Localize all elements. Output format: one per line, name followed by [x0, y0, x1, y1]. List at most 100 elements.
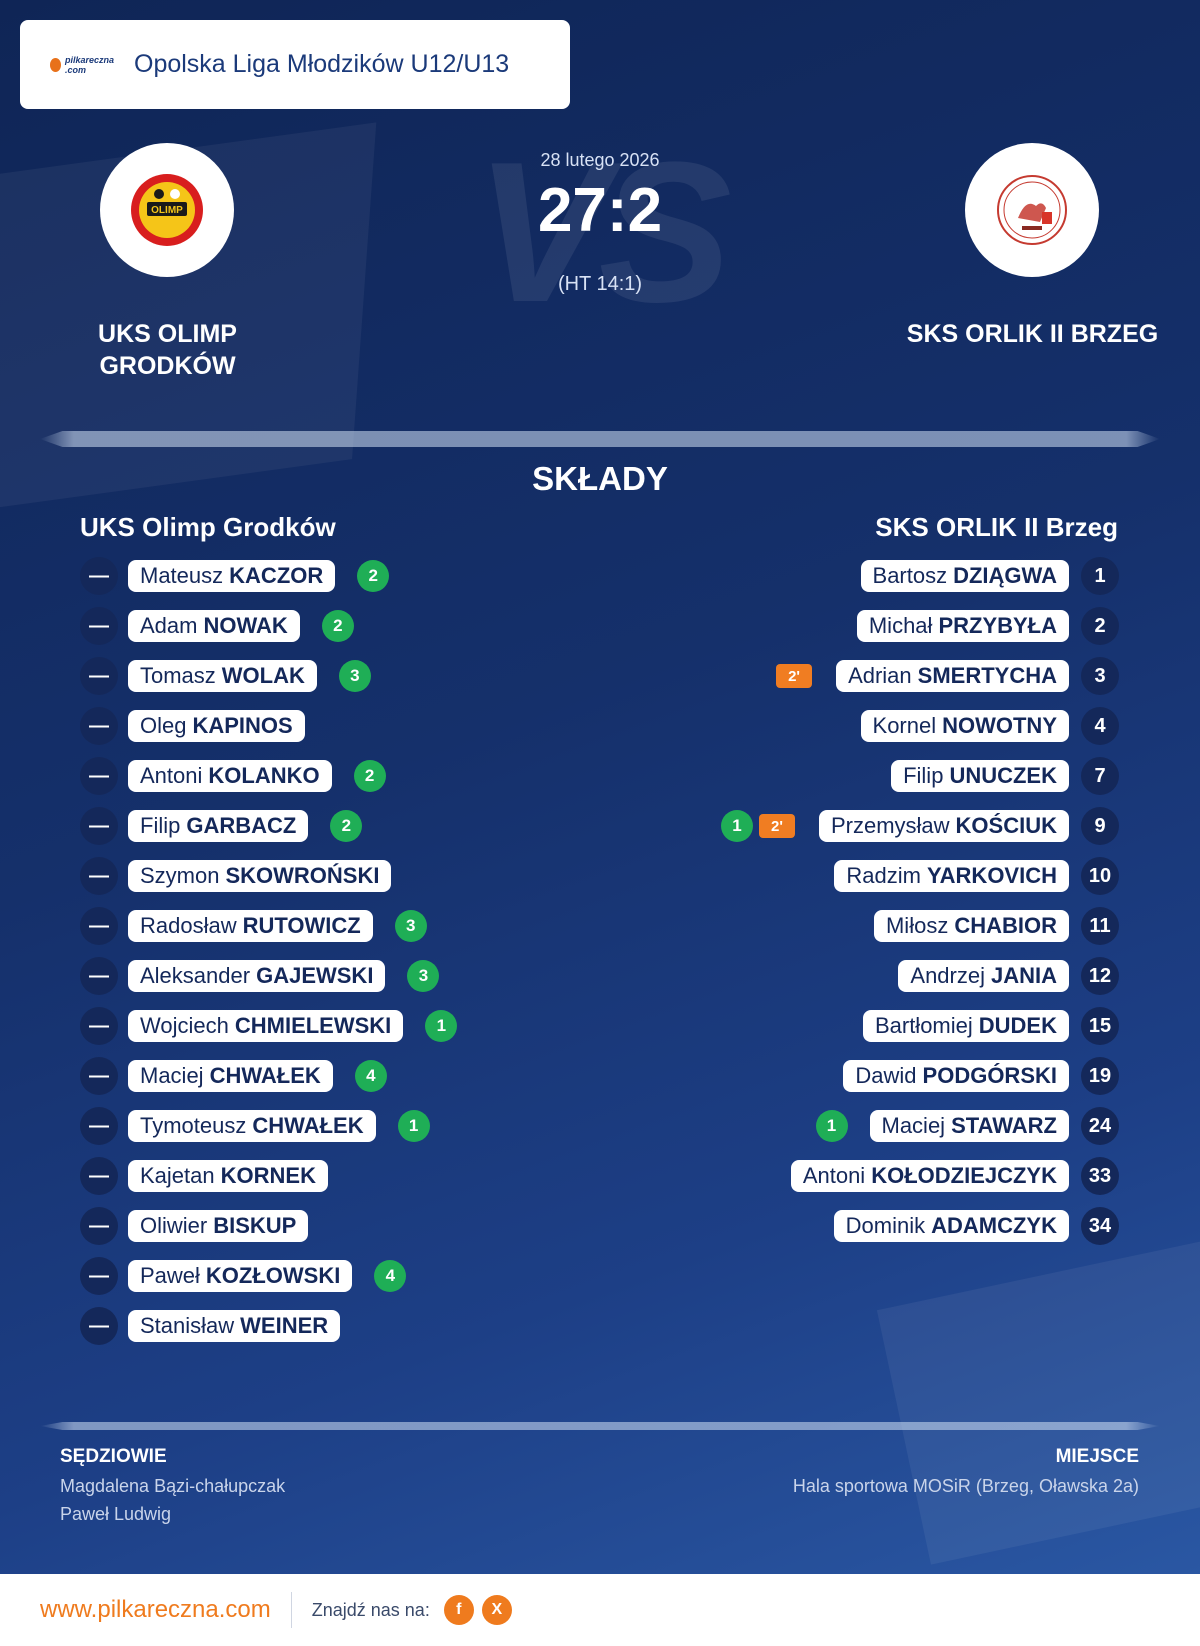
player-name: Mateusz KACZOR	[128, 560, 336, 592]
svg-text:OLIMP: OLIMP	[151, 205, 183, 216]
player-name: Paweł KOZŁOWSKI	[128, 1260, 353, 1292]
player-number: 1	[1081, 557, 1119, 595]
player-last-name: CHWAŁEK	[252, 1113, 364, 1138]
away-player-row: Dominik ADAMCZYK 34	[833, 1206, 1119, 1246]
player-name: Dawid PODGÓRSKI	[843, 1060, 1069, 1092]
referee-name: Magdalena Bązi-chałupczak	[60, 1476, 286, 1496]
venue-text: Hala sportowa MOSiR (Brzeg, Oławska 2a)	[792, 1476, 1139, 1496]
player-number: —	[80, 557, 118, 595]
player-first-name: Dominik	[845, 1213, 926, 1238]
away-player-row: Radzim YARKOVICH 10	[834, 856, 1119, 896]
player-number: —	[80, 1157, 118, 1195]
player-name: Tomasz WOLAK	[128, 660, 317, 692]
player-first-name: Filip	[140, 813, 181, 838]
player-last-name: GAJEWSKI	[256, 963, 374, 988]
player-last-name: GARBACZ	[186, 813, 297, 838]
player-name: Oleg KAPINOS	[128, 710, 305, 742]
player-first-name: Stanisław	[140, 1313, 235, 1338]
player-first-name: Tomasz	[140, 663, 216, 688]
player-name: Kornel NOWOTNY	[860, 710, 1069, 742]
brand-logo-text: pilkareczna .com	[65, 54, 115, 75]
away-player-row: Antoni KOŁODZIEJCZYK 33	[790, 1156, 1119, 1196]
player-last-name: NOWAK	[203, 613, 288, 638]
home-player-row: — Adam NOWAK 2	[80, 606, 354, 646]
player-last-name: CHABIOR	[954, 913, 1057, 938]
orlik-crest-icon	[997, 175, 1067, 245]
home-player-row: — Antoni KOLANKO 2	[80, 756, 386, 796]
player-number: —	[80, 1107, 118, 1145]
league-title: Opolska Liga Młodzików U12/U13	[134, 50, 510, 78]
player-last-name: KOLANKO	[208, 763, 320, 788]
player-first-name: Antoni	[802, 1163, 866, 1188]
goals-badge: 1	[720, 810, 753, 842]
player-last-name: BISKUP	[213, 1213, 297, 1238]
home-player-row: — Szymon SKOWROŃSKI	[80, 856, 392, 896]
website-link[interactable]: www.pilkareczna.com	[40, 1596, 271, 1623]
player-number: —	[80, 757, 118, 795]
player-first-name: Kajetan	[140, 1163, 215, 1188]
away-player-row: Bartosz DZIĄGWA 1	[860, 556, 1119, 596]
player-number: —	[80, 707, 118, 745]
facebook-icon[interactable]: f	[443, 1595, 474, 1625]
goals-badge: 2	[330, 810, 363, 842]
player-name: Antoni KOLANKO	[128, 760, 332, 792]
player-last-name: ADAMCZYK	[931, 1213, 1057, 1238]
home-team-name: UKS OLIMP GRODKÓW	[60, 318, 275, 382]
player-number: 24	[1081, 1107, 1119, 1145]
player-number: —	[80, 807, 118, 845]
player-first-name: Aleksander	[140, 963, 251, 988]
player-first-name: Miłosz	[885, 913, 949, 938]
goals-badge: 1	[425, 1010, 458, 1042]
player-name: Bartosz DZIĄGWA	[860, 560, 1069, 592]
goals-badge: 1	[815, 1110, 848, 1142]
player-first-name: Radzim	[846, 863, 921, 888]
player-name: Antoni KOŁODZIEJCZYK	[790, 1160, 1069, 1192]
olimp-crest-icon: OLIMP	[131, 174, 203, 246]
goals-badge: 2	[353, 760, 386, 792]
footer: www.pilkareczna.com Znajdź nas na: f X	[0, 1574, 1200, 1646]
player-name: Michał PRZYBYŁA	[856, 610, 1069, 642]
away-roster-title: SKS ORLIK II Brzeg	[875, 512, 1118, 542]
home-player-row: — Radosław RUTOWICZ 3	[80, 906, 427, 946]
pilkareczna-logo: pilkareczna .com	[50, 50, 122, 80]
player-first-name: Maciej	[881, 1113, 946, 1138]
player-number: 15	[1081, 1007, 1119, 1045]
home-team-name-line2: GRODKÓW	[99, 352, 236, 380]
away-player-row: Bartłomiej DUDEK 15	[862, 1006, 1119, 1046]
home-player-row: — Kajetan KORNEK	[80, 1156, 328, 1196]
player-number: 10	[1081, 857, 1119, 895]
player-number: 33	[1081, 1157, 1119, 1195]
halftime-score: (HT 14:1)	[557, 273, 643, 295]
match-score: 27:2	[537, 176, 663, 245]
away-player-row: 2' Adrian SMERTYCHA 3	[776, 656, 1119, 696]
player-first-name: Tymoteusz	[140, 1113, 247, 1138]
home-player-row: — Paweł KOZŁOWSKI 4	[80, 1256, 407, 1296]
player-name: Stanisław WEINER	[128, 1310, 341, 1342]
home-player-row: — Tymoteusz CHWAŁEK 1	[80, 1106, 430, 1146]
player-first-name: Adrian	[848, 663, 912, 688]
find-us-label: Znajdź nas na:	[311, 1599, 430, 1620]
player-last-name: YARKOVICH	[927, 863, 1057, 888]
player-last-name: KACZOR	[229, 563, 324, 588]
player-last-name: CHWAŁEK	[209, 1063, 321, 1088]
home-roster-title: UKS Olimp Grodków	[80, 512, 336, 542]
player-last-name: KOZŁOWSKI	[205, 1263, 341, 1288]
player-number: 12	[1081, 957, 1119, 995]
player-last-name: KORNEK	[220, 1163, 316, 1188]
divider	[40, 1422, 1160, 1430]
player-first-name: Przemysław	[830, 813, 950, 838]
player-last-name: PRZYBYŁA	[938, 613, 1057, 638]
x-icon[interactable]: X	[481, 1595, 512, 1625]
lineups-title: SKŁADY	[532, 460, 668, 497]
home-player-row: — Maciej CHWAŁEK 4	[80, 1056, 387, 1096]
home-player-row: — Oleg KAPINOS	[80, 706, 305, 746]
player-number: —	[80, 857, 118, 895]
player-name: Maciej STAWARZ	[869, 1110, 1069, 1142]
player-number: —	[80, 1307, 118, 1345]
match-graphic: pilkareczna .com Opolska Liga Młodzików …	[0, 0, 1200, 1574]
player-name: Wojciech CHMIELEWSKI	[128, 1010, 404, 1042]
player-name: Filip UNUCZEK	[891, 760, 1069, 792]
referees-label: SĘDZIOWIE	[60, 1446, 167, 1467]
player-last-name: SKOWROŃSKI	[225, 863, 380, 888]
player-first-name: Andrzej	[910, 963, 985, 988]
